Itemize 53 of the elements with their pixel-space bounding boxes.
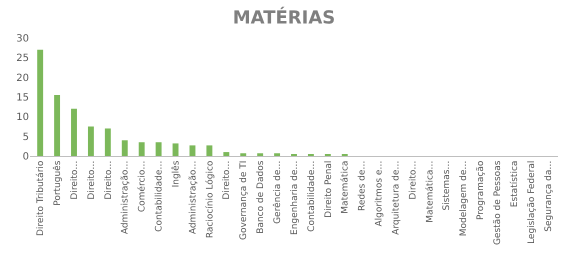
bar <box>223 152 230 156</box>
bar <box>88 126 94 156</box>
x-tick-label: Legislação Federal <box>526 160 537 244</box>
bar <box>206 145 212 156</box>
x-tick-label: Direito… <box>70 160 80 200</box>
x-tick-label: Banco de Dados <box>256 160 266 234</box>
x-tick-label: Estatística <box>508 160 520 208</box>
x-tick-label: Redes de… <box>358 160 368 212</box>
x-tick-label: Gerência de… <box>272 160 284 224</box>
bar <box>138 142 145 156</box>
x-tick-label: Administração… <box>188 160 198 234</box>
x-tick-label: Algoritmos e… <box>374 160 385 227</box>
x-tick-label: Contabilidade… <box>154 160 165 232</box>
x-tick-label: Direito… <box>408 160 418 200</box>
x-tick-label: Sistemas… <box>442 160 452 211</box>
bar <box>37 50 44 156</box>
y-tick-label: 5 <box>22 132 29 143</box>
bar <box>71 108 77 156</box>
x-tick-label: Matemática… <box>424 160 436 223</box>
bar <box>122 140 128 156</box>
y-tick-label: 30 <box>16 34 29 44</box>
x-tick-label: Raciocínio Lógico <box>204 160 216 238</box>
x-tick-label: Governança de TI <box>239 160 250 240</box>
x-tick-label: Direito… <box>222 160 232 200</box>
bar <box>104 128 111 156</box>
y-tick-label: 20 <box>16 72 29 84</box>
x-tick-label: Comércio… <box>136 160 148 212</box>
x-tick-label: Arquitetura de… <box>391 160 402 235</box>
x-tick-label: Contabilidade… <box>306 160 317 232</box>
x-tick-label: Direito Penal <box>324 160 334 218</box>
x-tick-label: Gestão de Pessoas <box>493 160 504 246</box>
x-tick-label: Direito Tributário <box>35 160 46 236</box>
bar <box>190 145 196 156</box>
chart-title: MATÉRIAS <box>232 6 336 28</box>
bar <box>257 153 264 156</box>
bar <box>54 95 60 156</box>
x-tick-label: Português <box>52 160 64 206</box>
y-tick-label: 15 <box>16 92 29 104</box>
x-tick-label: Programação <box>476 160 486 220</box>
x-tick-label: Inglês <box>170 160 182 188</box>
x-tick-label: Direito… <box>104 160 114 200</box>
y-tick-label: 10 <box>16 112 29 124</box>
x-tick-label: Matemática <box>340 160 351 214</box>
bar <box>172 143 178 156</box>
bar <box>156 142 162 156</box>
x-tick-label: Direito… <box>86 160 97 200</box>
x-tick-label: Administração… <box>120 160 131 234</box>
x-tick-label: Engenharia de… <box>290 160 300 235</box>
bar <box>274 153 280 156</box>
x-tick-label: Segurança da… <box>544 160 554 232</box>
x-tick-label: Modelagem de… <box>459 160 470 236</box>
y-tick-label: 0 <box>22 152 29 162</box>
y-tick-label: 25 <box>16 53 29 64</box>
